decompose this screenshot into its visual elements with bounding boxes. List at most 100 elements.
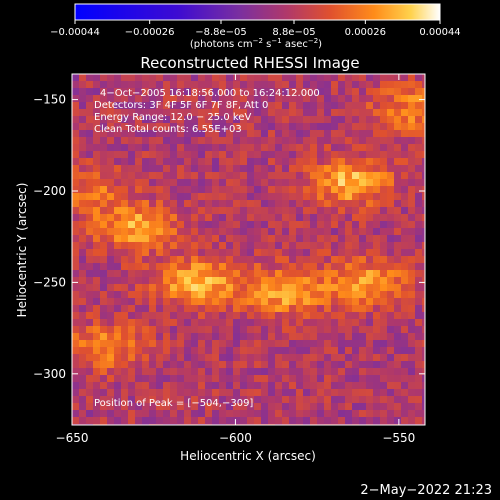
heatmap-cell <box>324 193 331 200</box>
heatmap-cell <box>345 368 352 375</box>
heatmap-cell <box>296 284 303 291</box>
heatmap-cell <box>331 165 338 172</box>
heatmap-cell <box>289 88 296 95</box>
heatmap-cell <box>198 221 205 228</box>
heatmap-cell <box>422 214 425 221</box>
heatmap-cell <box>289 326 296 333</box>
heatmap-cell <box>401 382 408 389</box>
heatmap-cell <box>86 277 93 284</box>
heatmap-cell <box>317 144 324 151</box>
heatmap-cell <box>142 123 149 130</box>
heatmap-cell <box>261 319 268 326</box>
heatmap-cell <box>310 403 317 410</box>
heatmap-cell <box>415 326 422 333</box>
heatmap-cell <box>268 256 275 263</box>
heatmap-cell <box>352 109 359 116</box>
heatmap-cell <box>380 333 387 340</box>
heatmap-cell <box>394 193 401 200</box>
heatmap-cell <box>261 123 268 130</box>
heatmap-cell <box>359 221 366 228</box>
heatmap-cell <box>233 319 240 326</box>
heatmap-cell <box>345 130 352 137</box>
heatmap-cell <box>408 123 415 130</box>
heatmap-cell <box>79 193 86 200</box>
heatmap-cell <box>128 375 135 382</box>
heatmap-cell <box>331 144 338 151</box>
heatmap-cell <box>72 221 79 228</box>
heatmap-cell <box>373 312 380 319</box>
heatmap-cell <box>324 305 331 312</box>
heatmap-cell <box>184 151 191 158</box>
heatmap-cell <box>387 214 394 221</box>
heatmap-cell <box>338 340 345 347</box>
heatmap-cell <box>135 74 142 81</box>
heatmap-cell <box>317 333 324 340</box>
heatmap-cell <box>338 116 345 123</box>
heatmap-cell <box>72 312 79 319</box>
heatmap-cell <box>86 179 93 186</box>
heatmap-cell <box>366 340 373 347</box>
heatmap-cell <box>331 102 338 109</box>
heatmap-cell <box>226 95 233 102</box>
heatmap-cell <box>303 158 310 165</box>
heatmap-cell <box>219 354 226 361</box>
heatmap-cell <box>184 123 191 130</box>
heatmap-cell <box>394 214 401 221</box>
heatmap-cell <box>121 193 128 200</box>
heatmap-cell <box>394 235 401 242</box>
heatmap-cell <box>352 186 359 193</box>
heatmap-cell <box>93 389 100 396</box>
heatmap-cell <box>254 207 261 214</box>
heatmap-cell <box>261 165 268 172</box>
peak-position-label: Position of Peak = [−504,−309] <box>94 398 253 409</box>
heatmap-cell <box>247 396 254 403</box>
heatmap-cell <box>233 214 240 221</box>
heatmap-cell <box>289 109 296 116</box>
heatmap-cell <box>359 256 366 263</box>
heatmap-cell <box>100 333 107 340</box>
heatmap-cell <box>401 326 408 333</box>
heatmap-cell <box>422 74 425 81</box>
heatmap-cell <box>254 326 261 333</box>
heatmap-cell <box>422 417 425 424</box>
heatmap-cell <box>72 81 79 88</box>
heatmap-cell <box>373 396 380 403</box>
heatmap-cell <box>114 284 121 291</box>
heatmap-cell <box>394 396 401 403</box>
heatmap-cell <box>324 165 331 172</box>
heatmap-cell <box>177 249 184 256</box>
heatmap-cell <box>338 319 345 326</box>
heatmap-cell <box>149 130 156 137</box>
heatmap-cell <box>275 102 282 109</box>
heatmap-cell <box>331 74 338 81</box>
heatmap-cell <box>114 340 121 347</box>
heatmap-cell <box>226 263 233 270</box>
heatmap-cell <box>156 179 163 186</box>
heatmap-cell <box>289 305 296 312</box>
heatmap-cell <box>198 130 205 137</box>
heatmap-cell <box>282 95 289 102</box>
heatmap-cell <box>394 312 401 319</box>
heatmap-cell <box>107 242 114 249</box>
heatmap-cell <box>338 270 345 277</box>
heatmap-cell <box>72 95 79 102</box>
heatmap-cell <box>310 368 317 375</box>
heatmap-cell <box>408 165 415 172</box>
heatmap-cell <box>401 291 408 298</box>
heatmap-cell <box>121 137 128 144</box>
heatmap-cell <box>422 340 425 347</box>
heatmap-cell <box>226 116 233 123</box>
heatmap-cell <box>72 291 79 298</box>
heatmap-cell <box>359 109 366 116</box>
heatmap-cell <box>373 242 380 249</box>
heatmap-cell <box>219 151 226 158</box>
heatmap-cell <box>93 221 100 228</box>
heatmap-cell <box>345 235 352 242</box>
heatmap-cell <box>121 102 128 109</box>
heatmap-cell <box>93 326 100 333</box>
heatmap-cell <box>149 319 156 326</box>
heatmap-cell <box>303 361 310 368</box>
heatmap-cell <box>170 277 177 284</box>
heatmap-cell <box>114 88 121 95</box>
